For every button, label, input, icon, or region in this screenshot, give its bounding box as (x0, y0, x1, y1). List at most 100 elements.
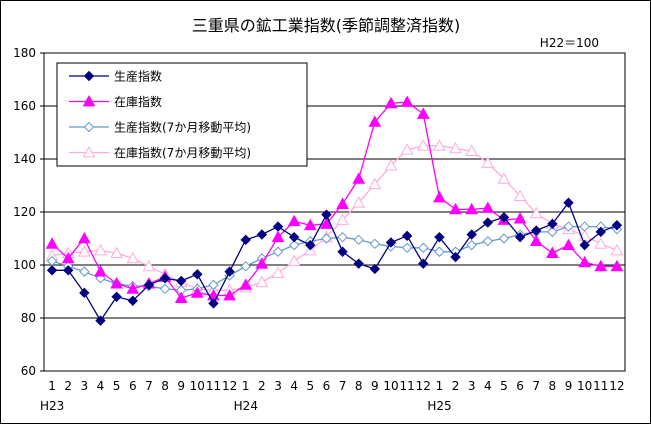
series-2-point (433, 190, 446, 203)
series-1 (46, 197, 623, 326)
legend-marker-4 (82, 145, 96, 158)
series-2-point (223, 288, 236, 301)
series-4-point (142, 259, 156, 272)
y-tick-label-160: 160 (13, 99, 36, 113)
series-3-point (563, 221, 574, 232)
series-2-point (400, 95, 414, 107)
x-tick-label: 10 (577, 379, 592, 393)
x-tick-label: 2 (64, 379, 72, 393)
series-3-point (579, 221, 590, 232)
series-1-point (127, 295, 138, 306)
x-tick-label: 12 (416, 379, 431, 393)
x-tick-label: 3 (468, 379, 476, 393)
series-4-point (465, 144, 479, 156)
series-4-point (384, 159, 398, 171)
series-1-point (272, 221, 284, 232)
series-4-point (352, 196, 366, 208)
x-tick-label: 2 (258, 379, 266, 393)
legend-marker-3 (83, 121, 95, 133)
series-3-point (79, 266, 90, 277)
series-2-point (77, 231, 91, 244)
x-tick-label: 8 (161, 379, 169, 393)
series-1-point (175, 275, 187, 287)
series-1-point (79, 287, 90, 299)
series-1-point (434, 231, 445, 243)
series-3-point (434, 246, 445, 257)
series-2-point (416, 107, 430, 119)
series-1-point (46, 265, 58, 276)
x-tick-label: 3 (81, 379, 89, 393)
series-3-point (401, 242, 413, 253)
series-2-point (320, 217, 333, 229)
series-2-point (255, 257, 269, 269)
series-1-point (514, 231, 526, 243)
series-1-point (95, 315, 106, 326)
series-3-point (369, 238, 381, 250)
series-4-point (400, 143, 414, 155)
year-label: H23 (40, 399, 64, 413)
series-2-point (610, 259, 624, 272)
legend-box (56, 62, 308, 167)
series-2-point (578, 255, 592, 268)
series-2-point (352, 172, 366, 184)
series-3-point (482, 235, 494, 247)
series-1-point (531, 225, 542, 236)
series-2-point (336, 197, 349, 209)
series-1-point (256, 229, 268, 240)
x-tick-label: 10 (383, 379, 398, 393)
series-2-point (190, 286, 204, 298)
series-4-point (336, 213, 349, 225)
series-2-point (546, 246, 559, 258)
base-year-note: H22＝100 (540, 36, 599, 50)
x-tick-label: 2 (452, 379, 460, 393)
series-2-point (174, 291, 188, 304)
series-1-point (63, 265, 74, 276)
x-tick-label: 12 (609, 379, 624, 393)
series-1-point (353, 258, 364, 269)
x-tick-label: 1 (242, 379, 250, 393)
series-1-point (192, 269, 203, 280)
series-1-point (240, 234, 251, 246)
legend-marker-1 (83, 70, 95, 82)
series-1-point (450, 251, 461, 263)
series-2-point (61, 251, 75, 264)
series-4-point (449, 141, 462, 154)
series-1-point (547, 218, 558, 230)
series-4-point (513, 189, 527, 201)
x-tick-label: 9 (371, 379, 379, 393)
series-3-point (208, 279, 219, 291)
series-3-point (418, 242, 429, 253)
x-tick-label: 7 (145, 379, 153, 393)
series-2-point (287, 214, 301, 227)
series-1-point (482, 217, 494, 228)
x-tick-label: 7 (339, 379, 347, 393)
x-tick-label: 4 (97, 379, 105, 393)
series-4-point (368, 177, 382, 190)
series-3-point (321, 233, 332, 244)
series-1-point (498, 212, 510, 223)
series-3-point (353, 234, 364, 246)
series-2-point (45, 237, 59, 249)
series-1-point (159, 273, 171, 284)
series-2-point (384, 96, 398, 109)
legend-label-2: 在庫指数 (114, 94, 162, 109)
series-1-point (337, 246, 348, 257)
series-4-point (126, 251, 140, 264)
series-2-point (271, 230, 285, 243)
x-tick-label: 3 (274, 379, 282, 393)
x-tick-label: 5 (113, 379, 121, 393)
series-2-point (529, 234, 543, 247)
x-tick-label: 1 (48, 379, 56, 393)
year-label: H24 (234, 399, 258, 413)
y-axis-ticks: 60 80 100 120 140 160 180 (13, 46, 44, 378)
series-4-point (94, 243, 107, 256)
y-tick-label-60: 60 (21, 364, 36, 378)
series-4-point (77, 245, 91, 257)
series-3-point (547, 226, 558, 238)
x-tick-label: 11 (399, 379, 414, 393)
x-tick-label: 1 (436, 379, 444, 393)
series-2-point (110, 277, 123, 289)
series-1-point (208, 298, 219, 309)
series-1-point (611, 220, 623, 231)
